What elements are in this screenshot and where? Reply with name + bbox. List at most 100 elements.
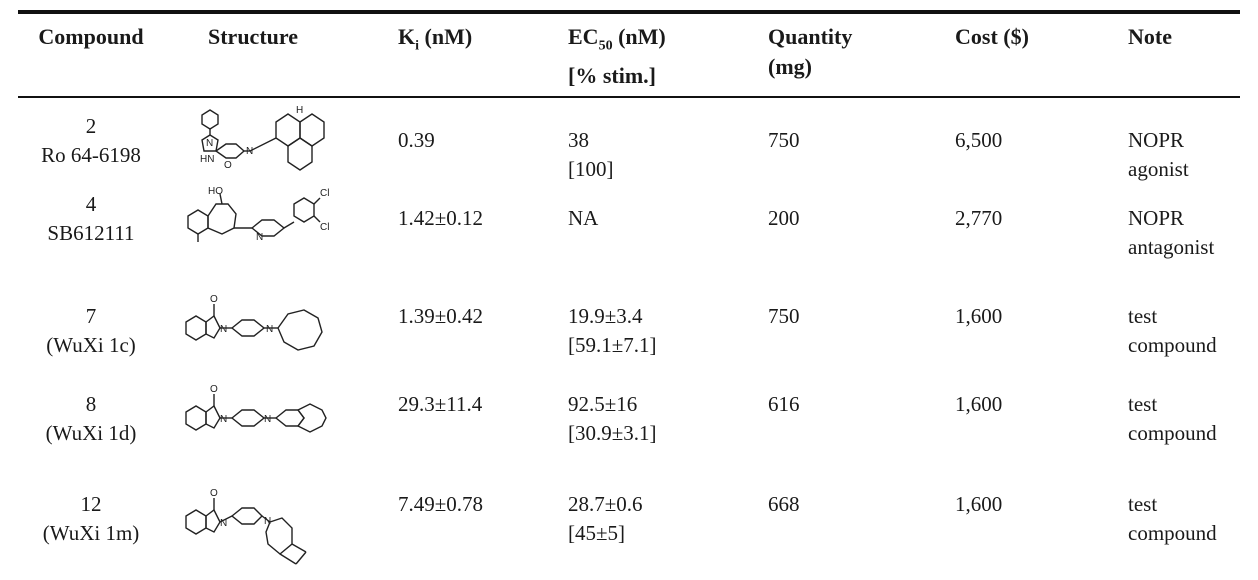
cost-cell: 6,500 (955, 128, 1003, 152)
header-ki-main: K (398, 24, 416, 49)
table-top-rule (18, 10, 1240, 14)
stim-value: [59.1±7.1] (568, 333, 657, 357)
header-ki-sub: i (415, 38, 420, 54)
atom-label: N (264, 516, 271, 527)
note-line2: compound (1128, 421, 1217, 445)
header-ec-sub: 50 (598, 38, 613, 54)
note-line1: NOPR (1128, 128, 1185, 152)
ec50-cell: 19.9±3.4 [59.1±7.1] (568, 302, 657, 360)
compound-cell: 2 Ro 64-6198 (18, 112, 164, 170)
compound-id: 2 (85, 114, 97, 138)
quantity-cell: 616 (768, 392, 800, 416)
atom-label: HN (200, 154, 214, 165)
note-line2: compound (1128, 333, 1217, 357)
atom-label: O (210, 294, 218, 305)
note-cell: test compound (1128, 490, 1217, 548)
atom-label: H (296, 105, 303, 116)
note-cell: NOPR antagonist (1128, 204, 1214, 262)
compound-id: 8 (85, 392, 97, 416)
compound-name: SB612111 (47, 221, 135, 245)
atom-label: N (256, 232, 263, 243)
ec50-cell: 28.7±0.6 [45±5] (568, 490, 643, 548)
atom-label: O (210, 488, 218, 499)
compound-cell: 4 SB612111 (18, 190, 164, 248)
ec50-value: 92.5±16 (568, 392, 638, 416)
stim-value: [100] (568, 157, 614, 181)
note-line2: agonist (1128, 157, 1189, 181)
atom-label: HO (208, 186, 223, 197)
compound-id: 4 (85, 192, 97, 216)
quantity-cell: 668 (768, 492, 800, 516)
atom-label: O (210, 384, 218, 395)
structure-image: O N N (185, 294, 323, 351)
atom-label: O (224, 160, 232, 171)
header-quantity: Quantity (mg) (768, 22, 852, 82)
structure-image: N N HN O H (200, 105, 325, 171)
ec50-value: 38 (568, 128, 589, 152)
note-line1: test (1128, 492, 1158, 516)
compound-name: Ro 64-6198 (41, 143, 141, 167)
note-line1: test (1128, 304, 1158, 328)
structure-image: HO N Cl Cl (187, 186, 329, 243)
note-cell: test compound (1128, 390, 1217, 448)
compound-cell: 8 (WuXi 1d) (18, 390, 164, 448)
header-ec-main: EC (568, 24, 599, 49)
header-compound: Compound (38, 24, 144, 49)
compound-id: 7 (85, 304, 97, 328)
atom-label: N (264, 414, 271, 425)
cost-cell: 1,600 (955, 392, 1003, 416)
header-structure: Structure (208, 24, 299, 49)
atom-label: N (246, 146, 253, 157)
ec50-value: 28.7±0.6 (568, 492, 643, 516)
header-qty-line1: Quantity (768, 24, 853, 49)
header-rule (18, 96, 1240, 98)
atom-label: N (206, 138, 213, 149)
header-cost: Cost ($) (955, 24, 1029, 49)
header-ec-unit: (nM) (612, 24, 666, 49)
ki-cell: 1.39±0.42 (398, 304, 484, 328)
stim-value: [30.9±3.1] (568, 421, 657, 445)
ec50-cell: 92.5±16 [30.9±3.1] (568, 390, 657, 448)
ec50-cell: 38 [100] (568, 126, 614, 184)
ki-cell: 7.49±0.78 (398, 492, 484, 516)
atom-label: N (220, 324, 227, 335)
cost-cell: 2,770 (955, 206, 1003, 230)
header-qty-line2: (mg) (768, 54, 812, 79)
quantity-cell: 200 (768, 206, 800, 230)
ki-cell: 0.39 (398, 128, 435, 152)
atom-label: N (220, 518, 227, 529)
compound-name: (WuXi 1c) (46, 333, 136, 357)
header-ki: Ki (nM) (398, 22, 472, 61)
ki-cell: 1.42±0.12 (398, 206, 484, 230)
note-line1: test (1128, 392, 1158, 416)
ec50-cell: NA (568, 204, 598, 233)
atom-label: Cl (320, 222, 329, 233)
header-note: Note (1128, 24, 1172, 49)
header-ec50: EC50 (nM) [% stim.] (568, 22, 666, 91)
compound-id: 12 (80, 492, 102, 516)
atom-label: N (266, 324, 273, 335)
header-ec-line2: [% stim.] (568, 63, 656, 89)
compound-name: (WuXi 1d) (45, 421, 137, 445)
atom-label: N (220, 414, 227, 425)
structure-image: O N N (185, 488, 307, 565)
note-cell: test compound (1128, 302, 1217, 360)
quantity-cell: 750 (768, 304, 800, 328)
cost-cell: 1,600 (955, 304, 1003, 328)
compound-cell: 7 (WuXi 1c) (18, 302, 164, 360)
note-line1: NOPR (1128, 206, 1185, 230)
note-line2: antagonist (1128, 235, 1215, 259)
quantity-cell: 750 (768, 128, 800, 152)
ki-cell: 29.3±11.4 (398, 392, 483, 416)
structure-image: O N N (185, 384, 327, 433)
ec50-value: 19.9±3.4 (568, 304, 643, 328)
stim-value: [45±5] (568, 521, 626, 545)
compound-cell: 12 (WuXi 1m) (18, 490, 164, 548)
compound-name: (WuXi 1m) (42, 521, 140, 545)
note-line2: compound (1128, 521, 1217, 545)
note-cell: NOPR agonist (1128, 126, 1189, 184)
cost-cell: 1,600 (955, 492, 1003, 516)
header-ki-unit: (nM) (419, 24, 473, 49)
ec50-value: NA (568, 206, 599, 230)
atom-label: Cl (320, 188, 329, 199)
